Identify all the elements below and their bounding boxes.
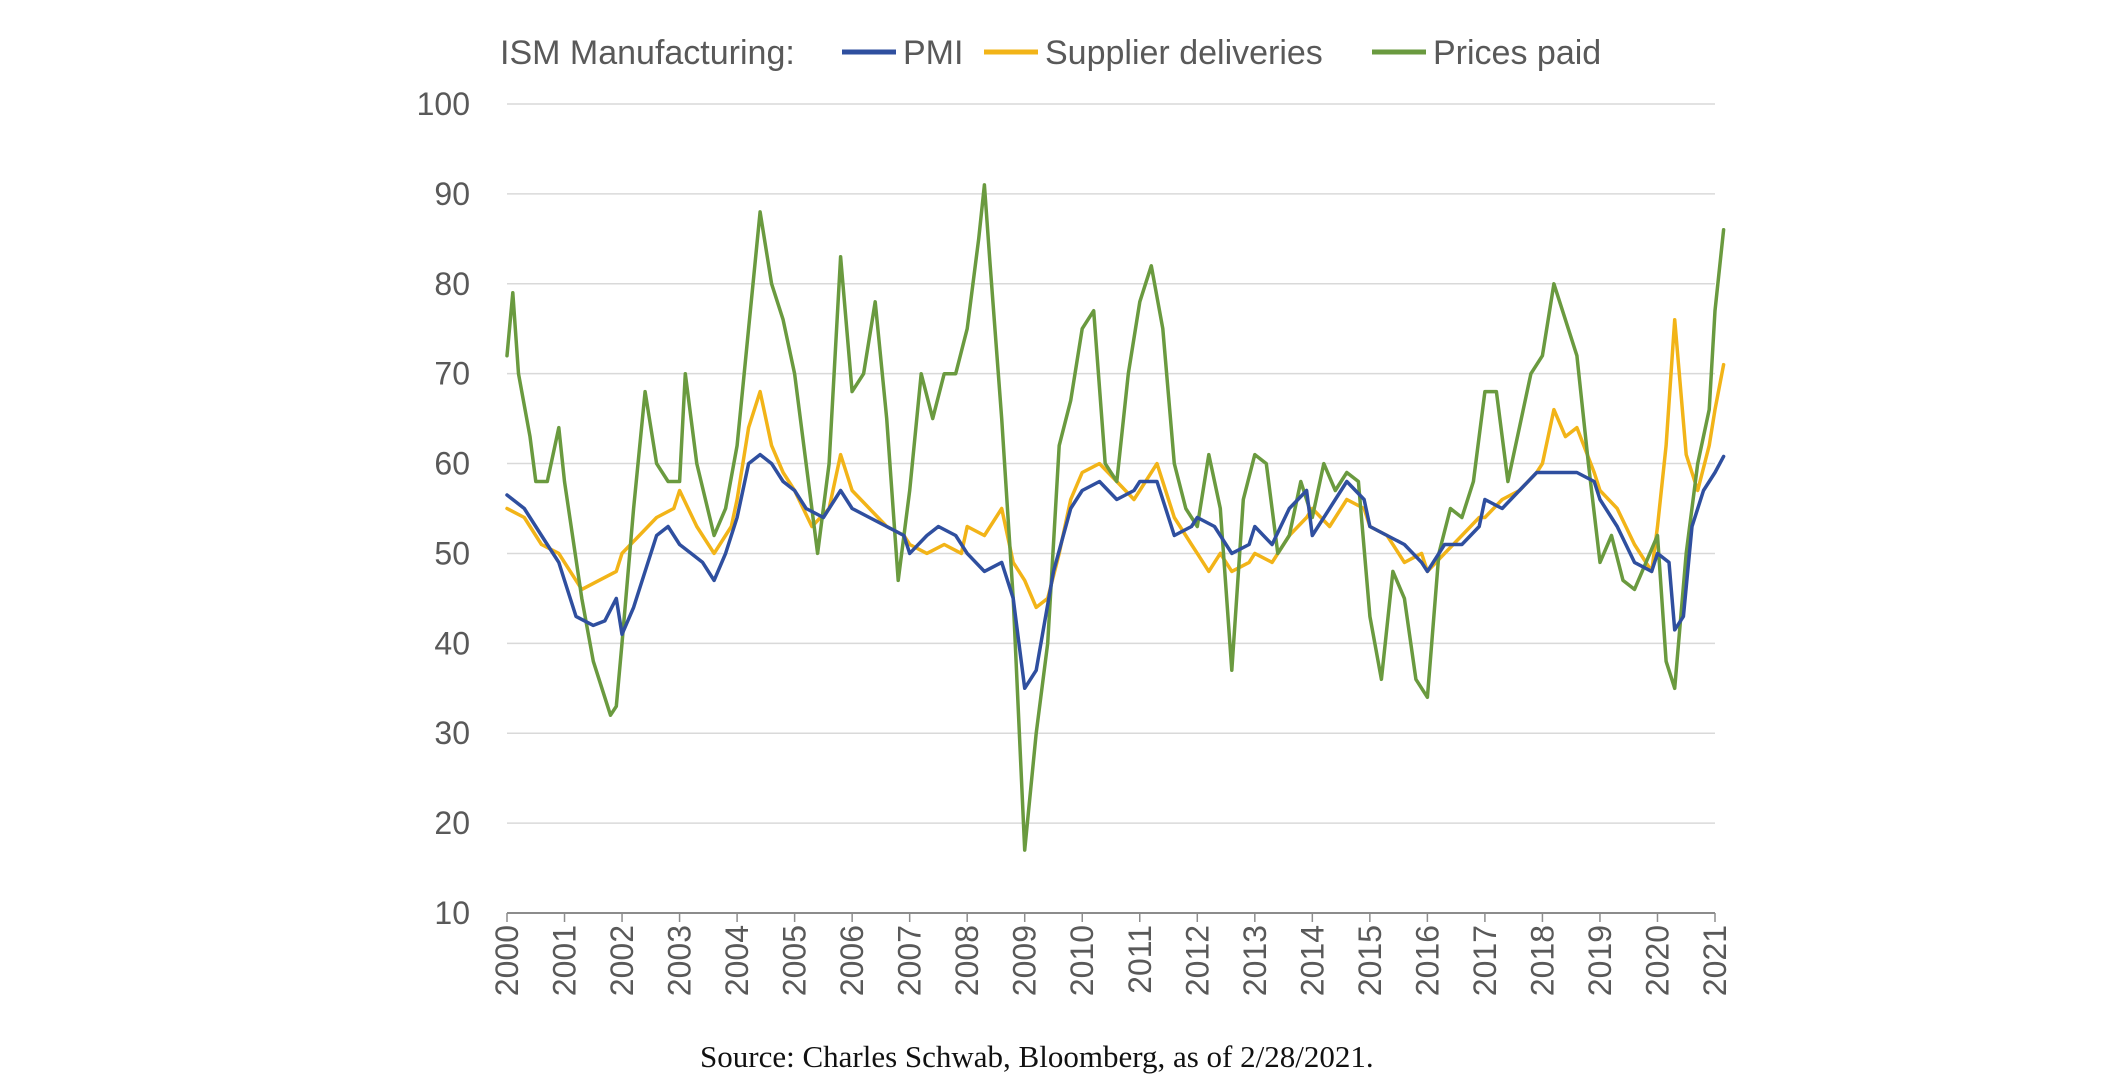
y-tick-label: 60	[434, 446, 470, 482]
x-tick-label: 2005	[777, 925, 813, 996]
legend-label-prices-paid: Prices paid	[1433, 34, 1601, 72]
x-tick-label: 2001	[547, 925, 583, 996]
y-tick-label: 40	[434, 625, 470, 661]
series-line-pmi	[505, 452, 1726, 691]
x-tick-label: 2000	[489, 925, 525, 996]
x-tick-label: 2013	[1237, 925, 1273, 996]
x-tick-label: 2007	[892, 925, 928, 996]
x-tick-label: 2010	[1064, 925, 1100, 996]
series-lines	[505, 183, 1726, 852]
gridlines	[507, 103, 1715, 914]
chart-title: ISM Manufacturing:	[500, 34, 795, 72]
y-tick-label: 20	[434, 805, 470, 841]
y-tick-label: 10	[434, 895, 470, 931]
series-line-prices-paid	[505, 183, 1726, 852]
x-tick-label: 2004	[719, 925, 755, 996]
x-tick-label: 2017	[1467, 925, 1503, 996]
x-tick-label: 2003	[662, 925, 698, 996]
x-tick-label: 2016	[1409, 925, 1445, 996]
x-tick-label: 2002	[604, 925, 640, 996]
x-tick-label: 2011	[1122, 925, 1158, 994]
x-tick-label: 2019	[1582, 925, 1618, 996]
x-tick-label: 2021	[1697, 925, 1733, 996]
y-axis: 100 90 80 70 60 50 40 30 20 10	[417, 86, 470, 931]
y-tick-label: 30	[434, 715, 470, 751]
legend: ISM Manufacturing: PMI Supplier deliveri…	[500, 34, 1601, 72]
x-tick-label: 2008	[949, 925, 985, 996]
x-tick-label: 2006	[834, 925, 870, 996]
y-tick-label: 100	[417, 86, 470, 122]
source-caption: Source: Charles Schwab, Bloomberg, as of…	[700, 1039, 1374, 1074]
legend-label-supplier-deliveries: Supplier deliveries	[1045, 34, 1323, 72]
y-tick-label: 90	[434, 176, 470, 212]
x-tick-label: 2014	[1294, 925, 1330, 996]
legend-label-pmi: PMI	[903, 34, 963, 72]
x-tick-label: 2018	[1524, 925, 1560, 996]
y-tick-label: 70	[434, 356, 470, 392]
x-tick-label: 2012	[1179, 925, 1215, 996]
x-tick-label: 2020	[1639, 925, 1675, 996]
x-axis: 2000 2001 2002 2003 2004 2005 2006 2007 2008 2009…	[489, 913, 1733, 996]
series-line-supplier-deliveries	[505, 317, 1726, 610]
x-tick-label: 2015	[1352, 925, 1388, 996]
y-tick-label: 80	[434, 266, 470, 302]
y-tick-label: 50	[434, 535, 470, 571]
x-tick-label: 2009	[1007, 925, 1043, 996]
